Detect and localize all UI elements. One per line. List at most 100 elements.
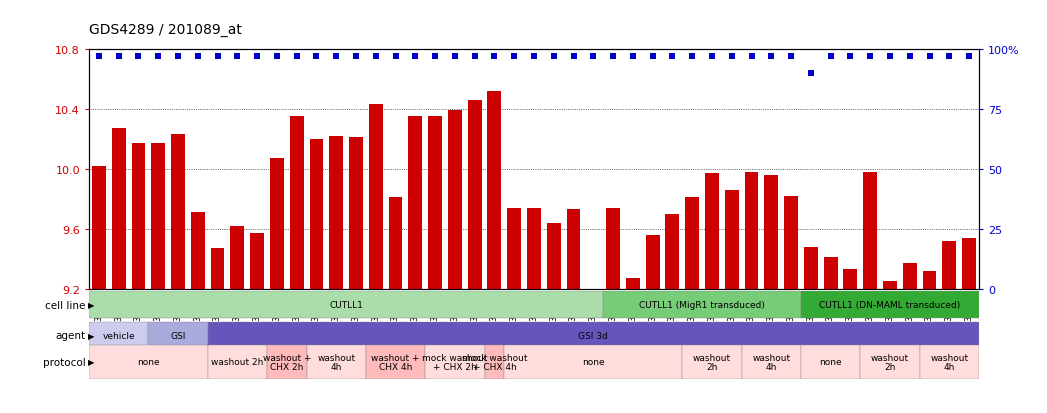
Bar [132, 144, 146, 289]
Point [367, 53, 384, 60]
Point [723, 53, 740, 60]
Point [130, 53, 147, 60]
Point [763, 53, 780, 60]
Bar [425, 345, 485, 379]
Bar [428, 117, 442, 289]
Bar [171, 135, 185, 289]
Text: ■  transformed count: ■ transformed count [89, 412, 210, 413]
Bar [861, 345, 919, 379]
Point [387, 53, 404, 60]
Point [644, 53, 661, 60]
Point [862, 53, 878, 60]
Point [427, 53, 444, 60]
Text: agent: agent [55, 330, 86, 340]
Point [348, 53, 364, 60]
Bar [485, 345, 505, 379]
Bar [307, 345, 365, 379]
Text: GSI: GSI [171, 331, 185, 340]
Bar [448, 111, 462, 289]
Text: washout
4h: washout 4h [317, 353, 355, 371]
Bar [903, 263, 917, 289]
Bar [566, 210, 580, 289]
Bar [685, 198, 699, 289]
Text: washout
2h: washout 2h [871, 353, 909, 371]
Bar [922, 271, 936, 289]
Text: CUTLL1 (DN-MAML transduced): CUTLL1 (DN-MAML transduced) [820, 301, 960, 310]
Bar [89, 345, 207, 379]
Bar [92, 166, 106, 289]
Point [150, 53, 166, 60]
Point [110, 53, 127, 60]
Point [704, 53, 720, 60]
Point [605, 53, 622, 60]
Bar [468, 100, 482, 289]
Point [466, 53, 483, 60]
Point [526, 53, 542, 60]
Point [585, 53, 602, 60]
Bar [784, 196, 798, 289]
Point [209, 53, 226, 60]
Bar [290, 117, 304, 289]
Bar [804, 247, 818, 289]
Bar [230, 226, 244, 289]
Bar [388, 198, 402, 289]
Bar [603, 292, 801, 319]
Bar [626, 279, 640, 289]
Bar [310, 140, 324, 289]
Bar [683, 345, 741, 379]
Bar [824, 258, 838, 289]
Bar [267, 345, 307, 379]
Bar [408, 117, 422, 289]
Point [268, 53, 285, 60]
Bar [646, 235, 660, 289]
Bar [365, 345, 425, 379]
Bar [112, 129, 126, 289]
Text: CUTLL1 (MigR1 transduced): CUTLL1 (MigR1 transduced) [639, 301, 765, 310]
Point [308, 53, 325, 60]
Bar [744, 172, 758, 289]
Bar [207, 345, 267, 379]
Bar [801, 292, 979, 319]
Bar [329, 136, 343, 289]
Point [288, 53, 305, 60]
Bar [210, 249, 224, 289]
Text: none: none [582, 358, 604, 366]
Text: ▶: ▶ [88, 358, 94, 366]
Point [328, 53, 344, 60]
Point [941, 53, 958, 60]
Text: cell line: cell line [45, 300, 86, 310]
Bar [705, 174, 719, 289]
Bar [942, 241, 956, 289]
Bar [270, 159, 284, 289]
Bar [962, 238, 976, 289]
Bar [505, 345, 683, 379]
Point [249, 53, 266, 60]
Point [822, 53, 839, 60]
Bar [369, 105, 383, 289]
Point [506, 53, 522, 60]
Bar [507, 208, 521, 289]
Point [664, 53, 681, 60]
Text: none: none [820, 358, 842, 366]
Text: mock washout
+ CHX 2h: mock washout + CHX 2h [422, 353, 488, 371]
Bar [919, 345, 979, 379]
Bar [883, 282, 897, 289]
Point [624, 53, 641, 60]
Text: washout
4h: washout 4h [930, 353, 968, 371]
Text: protocol: protocol [43, 357, 86, 367]
Point [743, 53, 760, 60]
Point [921, 53, 938, 60]
Bar [152, 144, 165, 289]
Bar [349, 138, 363, 289]
Bar [527, 208, 541, 289]
Point [229, 53, 246, 60]
Bar [89, 292, 603, 319]
Text: ▶: ▶ [88, 301, 94, 310]
Point [842, 53, 859, 60]
Text: washout +
CHX 2h: washout + CHX 2h [263, 353, 311, 371]
Bar [725, 190, 739, 289]
Point [565, 53, 582, 60]
Point [446, 53, 463, 60]
Bar [547, 223, 561, 289]
Point [882, 53, 898, 60]
